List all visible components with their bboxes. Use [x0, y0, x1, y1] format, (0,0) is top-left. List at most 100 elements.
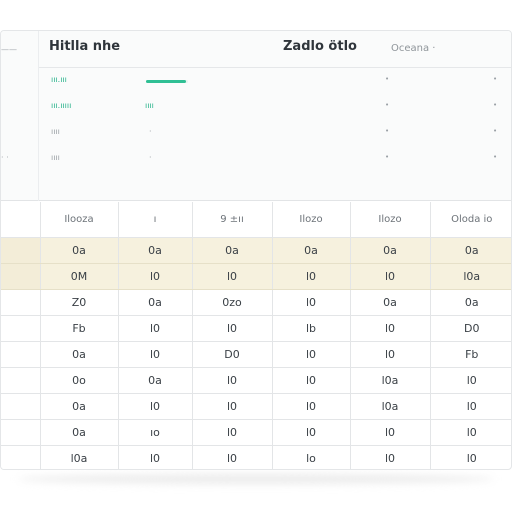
card-shadow [18, 474, 494, 484]
summary-title-right: Zadlo ötlo [283, 39, 357, 54]
table-cell: 0a [118, 289, 193, 316]
table-cell: 0a [350, 289, 431, 316]
metric-row[interactable]: ıııı · • • [39, 147, 511, 173]
table-cell: l0 [430, 419, 511, 446]
column-header[interactable]: Ilozo [350, 202, 431, 238]
table-cell: 0o [40, 367, 119, 394]
table-cell [1, 393, 41, 420]
table-cell: 0a [430, 237, 511, 264]
table-cell: l0 [118, 315, 193, 342]
left-strip: —— · · [1, 31, 39, 201]
table-header-row: Ilooza ı 9 ±ıı Ilozo Ilozo Oloda io [1, 202, 511, 238]
table-cell [1, 289, 41, 316]
summary-divider [39, 67, 511, 68]
table-cell: 0a [118, 237, 193, 264]
table-cell [1, 237, 41, 264]
table-cell: l0 [350, 263, 431, 290]
data-card: —— · · Hitlla nhe Zadlo ötlo Oceana · ıı… [0, 30, 512, 470]
metric-progress-fill [146, 80, 186, 83]
table-cell: lo [272, 445, 351, 469]
table-cell: 0a [192, 237, 273, 264]
table-cell: l0 [192, 315, 273, 342]
summary-third-header: Oceana · [391, 43, 436, 54]
table-cell: ıo [118, 419, 193, 446]
table-cell: D0 [430, 315, 511, 342]
dot-marker: • [493, 75, 498, 83]
table-cell: l0 [118, 445, 193, 469]
table-row[interactable]: 0a ıo l0 l0 l0 l0 [1, 419, 511, 446]
table-cell: l0 [192, 367, 273, 394]
metric-row[interactable]: ııı.ııııı ıııı • • [39, 95, 511, 121]
summary-panel: —— · · Hitlla nhe Zadlo ötlo Oceana · ıı… [1, 31, 511, 201]
table-cell: 0a [430, 289, 511, 316]
table-cell: l0 [118, 263, 193, 290]
table-cell: l0 [272, 393, 351, 420]
table-cell: l0 [118, 393, 193, 420]
table-cell: l0 [272, 341, 351, 368]
table-cell: l0 [272, 419, 351, 446]
table-cell [1, 445, 41, 469]
table-row[interactable]: 0a l0 D0 l0 l0 Fb [1, 341, 511, 368]
table-cell [1, 367, 41, 394]
metric-label: ıııı [51, 127, 60, 136]
table-cell: l0 [192, 393, 273, 420]
dot-marker: • [385, 127, 390, 135]
table-row[interactable]: Z0 0a 0zo l0 0a 0a [1, 289, 511, 316]
metric-label: ııı.ııı [51, 75, 67, 84]
metric-row[interactable]: ıııı · • • [39, 121, 511, 147]
column-header[interactable]: ı [118, 202, 193, 238]
table-cell: l0 [350, 445, 431, 469]
table-cell: l0 [118, 341, 193, 368]
metric-row[interactable]: ııı.ııı • • [39, 69, 511, 95]
table-cell [1, 419, 41, 446]
column-header[interactable]: Ilozo [272, 202, 351, 238]
table-cell: l0 [192, 445, 273, 469]
metric-value: · [149, 153, 152, 162]
table-cell: l0 [430, 445, 511, 469]
table-cell: 0a [118, 367, 193, 394]
table-cell: l0 [430, 367, 511, 394]
table-cell: l0 [272, 367, 351, 394]
table-cell: Z0 [40, 289, 119, 316]
summary-title-left: Hitlla nhe [49, 39, 121, 54]
table-cell: Fb [40, 315, 119, 342]
table-cell: lb [272, 315, 351, 342]
table-cell: 0a [40, 237, 119, 264]
dot-marker: • [493, 127, 498, 135]
strip-label: —— [1, 45, 17, 54]
table-row[interactable]: 0a 0a 0a 0a 0a 0a [1, 237, 511, 264]
table-cell: l0a [40, 445, 119, 469]
table-cell: l0 [350, 315, 431, 342]
table-row[interactable]: 0o 0a l0 l0 l0a l0 [1, 367, 511, 394]
table-cell: l0 [350, 419, 431, 446]
table-cell [1, 263, 41, 290]
table-cell: 0M [40, 263, 119, 290]
metric-progress-bar [146, 80, 188, 83]
table-row[interactable]: Fb l0 l0 lb l0 D0 [1, 315, 511, 342]
table-row[interactable]: l0a l0 l0 lo l0 l0 [1, 445, 511, 469]
table-cell: 0a [40, 393, 119, 420]
column-header[interactable]: 9 ±ıı [192, 202, 273, 238]
table-cell: l0a [430, 263, 511, 290]
table-cell: 0a [40, 341, 119, 368]
metric-label: ıııı [51, 153, 60, 162]
data-table: Ilooza ı 9 ±ıı Ilozo Ilozo Oloda io 0a 0… [1, 202, 511, 469]
dot-marker: • [385, 101, 390, 109]
table-cell: l0 [192, 263, 273, 290]
column-header[interactable]: Oloda io [430, 202, 511, 238]
dot-marker: • [385, 153, 390, 161]
table-row[interactable]: 0a l0 l0 l0 l0a l0 [1, 393, 511, 420]
dot-marker: • [385, 75, 390, 83]
table-cell: 0a [350, 237, 431, 264]
table-cell: l0a [350, 393, 431, 420]
column-header[interactable] [1, 202, 41, 238]
metric-value: ıııı [145, 101, 154, 110]
table-cell: l0a [350, 367, 431, 394]
table-cell: l0 [272, 289, 351, 316]
dot-marker: • [493, 101, 498, 109]
strip-label: · · [1, 153, 9, 162]
table-cell: l0 [272, 263, 351, 290]
metric-label: ııı.ııııı [51, 101, 72, 110]
column-header[interactable]: Ilooza [40, 202, 119, 238]
table-row[interactable]: 0M l0 l0 l0 l0 l0a [1, 263, 511, 290]
